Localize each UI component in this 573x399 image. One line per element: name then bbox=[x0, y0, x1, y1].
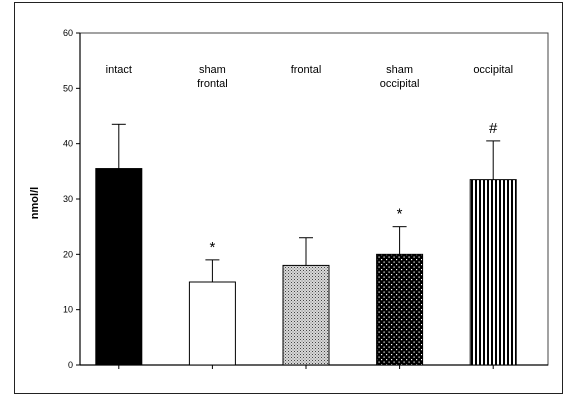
category-label-line: occipital bbox=[473, 64, 513, 76]
bar-chart: nmol/l 0 10 20 30 40 50 60 intact sham frontal * fr… bbox=[29, 28, 549, 370]
category-label-line: intact bbox=[106, 64, 132, 76]
bar bbox=[469, 179, 517, 366]
y-axis-title: nmol/l bbox=[29, 187, 41, 219]
bar bbox=[188, 281, 236, 366]
bar bbox=[95, 168, 143, 366]
y-tick-label: 0 bbox=[68, 360, 73, 370]
y-tick-label: 60 bbox=[63, 28, 73, 38]
category-label-line: frontal bbox=[197, 78, 228, 90]
significance-marker: * bbox=[397, 206, 403, 223]
category-label-line: occipital bbox=[380, 78, 420, 90]
significance-marker: * bbox=[209, 239, 215, 256]
category-label-line: sham bbox=[199, 64, 226, 76]
y-tick-label: 40 bbox=[63, 139, 73, 149]
category-label-line: frontal bbox=[291, 64, 322, 76]
y-tick-label: 20 bbox=[63, 249, 73, 259]
category-label: frontal bbox=[291, 64, 322, 76]
y-tick-label: 30 bbox=[63, 194, 73, 204]
y-tick-label: 10 bbox=[63, 305, 73, 315]
category-label-line: sham bbox=[386, 64, 413, 76]
category-label: sham frontal bbox=[197, 64, 228, 90]
category-label: sham occipital bbox=[380, 64, 420, 90]
chart-frame: nmol/l 0 10 20 30 40 50 60 intact sham frontal * fr… bbox=[14, 2, 563, 394]
bar bbox=[282, 264, 330, 366]
y-tick-label: 50 bbox=[63, 83, 73, 93]
bar bbox=[376, 253, 424, 366]
significance-marker: # bbox=[489, 120, 498, 137]
category-label: intact bbox=[106, 64, 132, 76]
category-label: occipital bbox=[473, 64, 513, 76]
